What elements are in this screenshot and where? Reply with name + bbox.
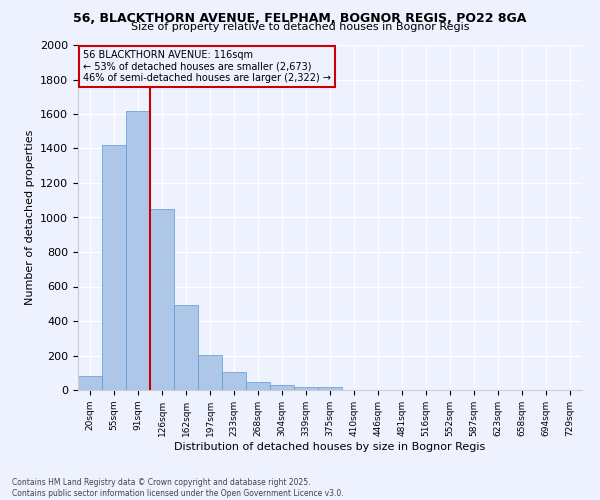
Bar xyxy=(222,372,246,390)
Text: 56 BLACKTHORN AVENUE: 116sqm
← 53% of detached houses are smaller (2,673)
46% of: 56 BLACKTHORN AVENUE: 116sqm ← 53% of de… xyxy=(83,50,331,84)
X-axis label: Distribution of detached houses by size in Bognor Regis: Distribution of detached houses by size … xyxy=(175,442,485,452)
Bar xyxy=(270,385,294,390)
Bar xyxy=(150,209,174,390)
Text: Size of property relative to detached houses in Bognor Regis: Size of property relative to detached ho… xyxy=(131,22,469,32)
Bar xyxy=(198,354,222,390)
Bar xyxy=(78,376,102,390)
Bar xyxy=(318,386,342,390)
Y-axis label: Number of detached properties: Number of detached properties xyxy=(25,130,35,305)
Text: 56, BLACKTHORN AVENUE, FELPHAM, BOGNOR REGIS, PO22 8GA: 56, BLACKTHORN AVENUE, FELPHAM, BOGNOR R… xyxy=(73,12,527,26)
Bar xyxy=(102,145,126,390)
Bar xyxy=(174,306,198,390)
Bar xyxy=(126,110,150,390)
Text: Contains HM Land Registry data © Crown copyright and database right 2025.
Contai: Contains HM Land Registry data © Crown c… xyxy=(12,478,344,498)
Bar xyxy=(246,382,270,390)
Bar xyxy=(294,386,318,390)
